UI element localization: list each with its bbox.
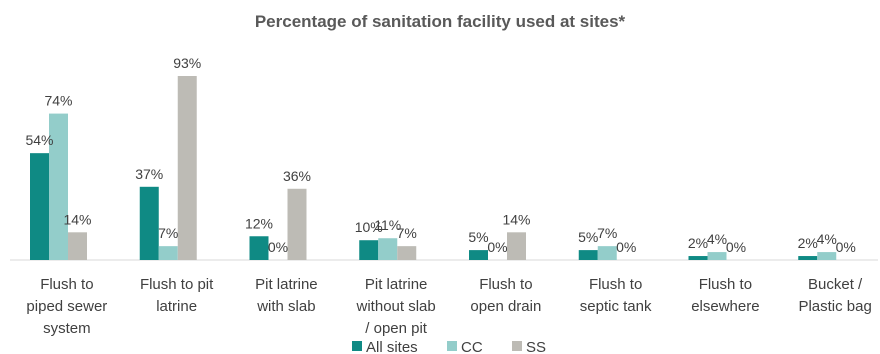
data-label: 5% <box>578 229 598 245</box>
category-label: latrine <box>156 298 197 315</box>
category-label: with slab <box>256 298 315 315</box>
bar-all-sites-3 <box>359 240 379 260</box>
category-label: Flush to <box>699 276 752 293</box>
category-label: Flush to <box>479 276 532 293</box>
category-label: / open pit <box>365 320 428 337</box>
bar-cc-3 <box>378 238 398 260</box>
bar-ss-2 <box>287 188 307 260</box>
bar-ss-1 <box>177 76 197 260</box>
data-label: 4% <box>817 231 837 247</box>
bar-all-sites-2 <box>249 236 269 260</box>
bar-all-sites-6 <box>688 256 708 260</box>
bar-all-sites-1 <box>139 186 159 260</box>
data-label: 7% <box>597 225 617 241</box>
data-label: 0% <box>836 239 856 255</box>
bar-cc-6 <box>707 252 727 260</box>
legend-label-cc: CC <box>461 339 483 354</box>
legend-swatch-ss <box>512 341 522 351</box>
data-label: 2% <box>688 235 708 251</box>
data-label: 14% <box>63 211 91 227</box>
data-label: 74% <box>44 93 72 109</box>
category-label: piped sewer <box>26 298 107 315</box>
bar-cc-0 <box>49 113 68 260</box>
bar-cc-5 <box>597 246 617 260</box>
category-label: Pit latrine <box>255 276 318 293</box>
bar-all-sites-0 <box>30 153 49 260</box>
legend-swatch-cc <box>447 341 457 351</box>
data-label: 2% <box>798 235 818 251</box>
data-label: 93% <box>173 55 201 71</box>
bar-ss-4 <box>507 232 526 260</box>
data-label: 12% <box>245 215 273 231</box>
category-label: Flush to <box>589 276 642 293</box>
bar-cc-1 <box>158 246 178 260</box>
legend: All sites CC SS <box>352 339 546 354</box>
category-label: septic tank <box>580 298 652 315</box>
data-label: 36% <box>283 168 311 184</box>
data-label: 0% <box>726 239 746 255</box>
bar-all-sites-5 <box>578 250 598 260</box>
category-label: Flush to <box>40 276 93 293</box>
data-label: 10% <box>355 219 383 235</box>
bar-ss-0 <box>68 232 87 260</box>
data-label: 5% <box>468 229 488 245</box>
data-label: 7% <box>397 225 417 241</box>
bars <box>30 76 837 260</box>
category-label: elsewhere <box>691 298 759 315</box>
data-label: 37% <box>135 166 163 182</box>
data-label: 11% <box>374 217 401 233</box>
category-label: Plastic bag <box>798 298 871 315</box>
data-label: 0% <box>487 239 507 255</box>
bar-cc-7 <box>817 252 837 260</box>
data-label: 0% <box>268 239 288 255</box>
category-label: open drain <box>470 298 541 315</box>
data-labels: 54%74%14%37%7%93%12%0%36%10%11%7% 5%0%14%… <box>25 55 855 255</box>
legend-swatch-all-sites <box>352 341 362 351</box>
data-label: 7% <box>158 225 178 241</box>
data-label: 54% <box>25 132 53 148</box>
legend-label-ss: SS <box>526 339 546 354</box>
data-label: 4% <box>707 231 727 247</box>
category-label: Flush to pit <box>140 276 214 293</box>
bar-all-sites-4 <box>469 250 488 260</box>
category-labels: Flush to piped sewer system Flush to pit lat… <box>26 276 871 337</box>
data-label: 0% <box>616 239 636 255</box>
data-label: 14% <box>502 211 530 227</box>
category-label: without slab <box>356 298 436 315</box>
category-label: system <box>43 320 91 337</box>
legend-label-all-sites: All sites <box>366 339 418 354</box>
category-label: Bucket / <box>808 276 863 293</box>
chart-title: Percentage of sanitation facility used a… <box>255 12 626 31</box>
category-label: Pit latrine <box>365 276 428 293</box>
bar-all-sites-7 <box>798 256 818 260</box>
bar-ss-3 <box>397 246 417 260</box>
